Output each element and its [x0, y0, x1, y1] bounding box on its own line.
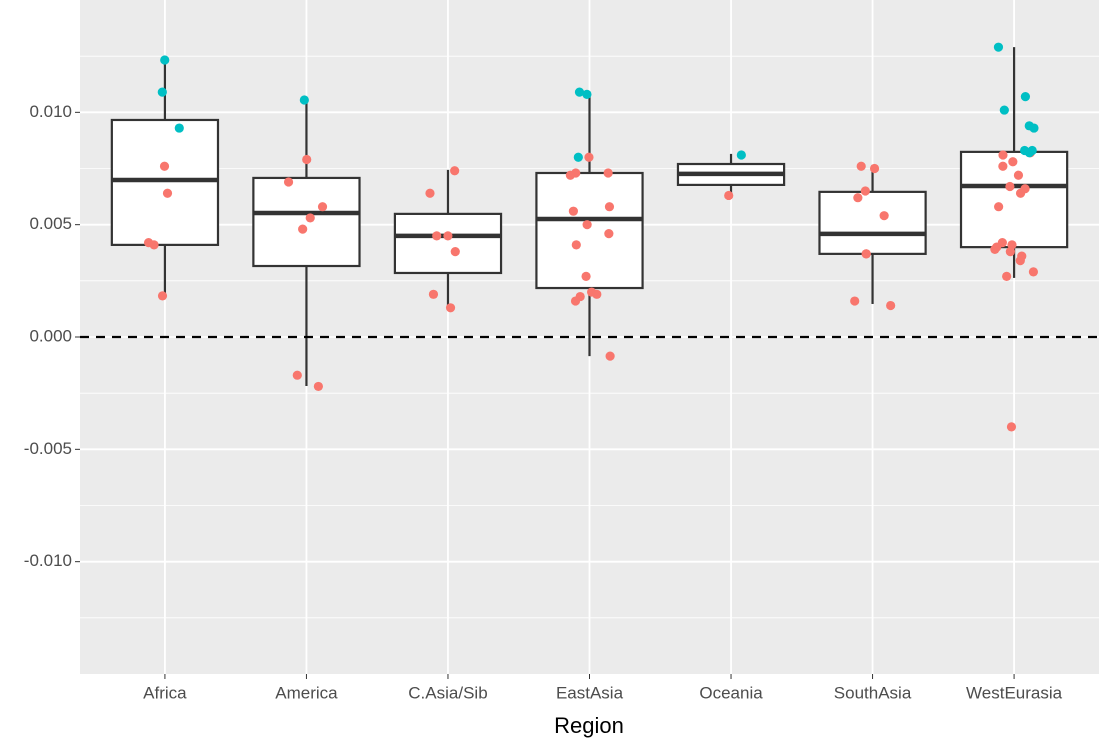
point	[605, 351, 615, 361]
x-tick-label: EastAsia	[556, 683, 624, 702]
box	[818, 190, 927, 255]
point	[1006, 422, 1017, 432]
point	[283, 177, 294, 187]
point	[1002, 271, 1012, 281]
point	[450, 166, 460, 176]
point	[1028, 267, 1039, 277]
x-tick-label: C.Asia/Sib	[408, 683, 487, 702]
point	[443, 231, 453, 241]
point	[565, 170, 575, 180]
point	[313, 381, 323, 392]
box	[535, 171, 644, 290]
point	[879, 211, 889, 221]
point	[174, 123, 184, 133]
point	[603, 168, 613, 178]
box	[959, 150, 1069, 249]
point	[1015, 188, 1026, 198]
point	[299, 95, 309, 105]
x-tick-label: America	[275, 683, 338, 702]
point	[157, 291, 168, 301]
y-tick-label: 0.010	[29, 102, 72, 121]
point	[998, 161, 1008, 171]
point	[990, 244, 1000, 254]
x-axis-title: Region	[554, 713, 624, 738]
point	[736, 150, 746, 160]
point	[886, 300, 896, 311]
box	[110, 118, 220, 246]
point	[1005, 247, 1015, 257]
x-tick-label: SouthAsia	[834, 683, 912, 702]
point	[856, 161, 866, 171]
point	[160, 55, 170, 65]
x-tick-label: Oceania	[699, 683, 763, 702]
point	[999, 105, 1009, 115]
point	[869, 163, 880, 174]
point	[157, 87, 167, 97]
point	[292, 370, 302, 380]
point	[1029, 123, 1039, 133]
point	[573, 152, 583, 162]
point	[1005, 181, 1015, 192]
point	[149, 240, 159, 250]
point	[428, 289, 439, 299]
x-tick-label: Africa	[143, 683, 187, 702]
point	[1013, 170, 1024, 180]
point	[853, 193, 863, 203]
point	[604, 229, 614, 239]
point	[1015, 256, 1025, 266]
x-tick-label: WestEurasia	[966, 683, 1063, 702]
point	[570, 296, 581, 306]
point	[1019, 145, 1030, 156]
point	[860, 186, 870, 196]
point	[162, 188, 173, 198]
point	[305, 213, 315, 223]
point	[432, 231, 442, 241]
point	[993, 42, 1004, 52]
y-tick-label: -0.010	[24, 551, 72, 570]
point	[445, 303, 456, 313]
point	[1008, 157, 1018, 167]
y-tick-label: -0.005	[24, 439, 72, 458]
point	[1020, 92, 1031, 102]
point	[582, 220, 592, 230]
point	[159, 161, 170, 171]
point	[592, 289, 602, 299]
point	[584, 152, 594, 162]
point	[998, 150, 1008, 160]
point	[425, 188, 435, 198]
box	[252, 176, 361, 268]
point	[298, 224, 308, 234]
point	[850, 296, 860, 306]
point	[450, 247, 460, 257]
y-tick-label: 0.000	[29, 326, 72, 345]
point	[604, 202, 615, 212]
point	[571, 240, 581, 250]
point	[568, 206, 578, 216]
point	[574, 87, 585, 97]
point	[994, 202, 1004, 212]
point	[582, 89, 592, 99]
point	[724, 190, 734, 201]
point	[302, 154, 312, 165]
marks	[80, 42, 1099, 432]
point	[861, 249, 871, 259]
point	[581, 271, 591, 281]
y-tick-label: 0.005	[29, 214, 72, 233]
box	[393, 212, 503, 275]
point	[317, 202, 328, 212]
